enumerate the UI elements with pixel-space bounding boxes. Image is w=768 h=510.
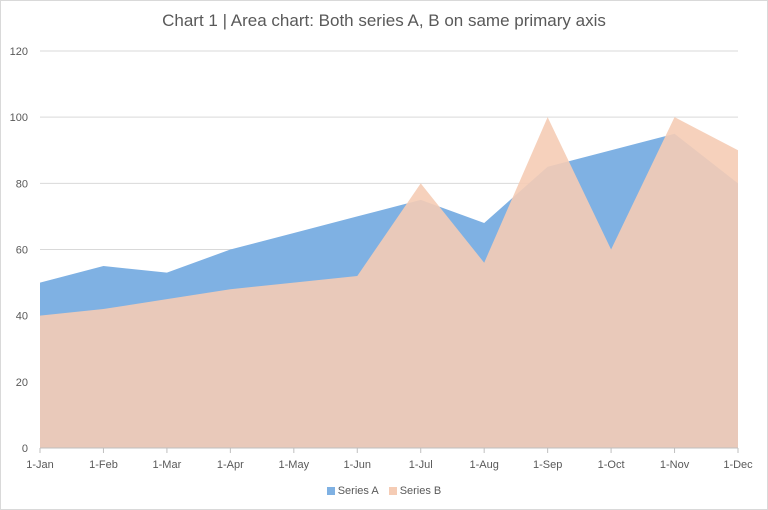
x-tick-label: 1-Jul xyxy=(409,459,433,471)
series-area-series-b xyxy=(40,117,738,449)
legend-swatch xyxy=(388,487,397,495)
chart-title: Chart 1 | Area chart: Both series A, B o… xyxy=(162,11,606,30)
y-tick-label: 60 xyxy=(16,245,28,257)
x-tick-label: 1-Nov xyxy=(660,459,690,471)
y-tick-label: 80 xyxy=(16,178,28,190)
y-tick-label: 120 xyxy=(10,46,28,58)
x-tick-label: 1-May xyxy=(279,459,310,471)
y-tick-label: 100 xyxy=(10,112,28,124)
legend-label: Series B xyxy=(399,485,442,497)
legend-swatch xyxy=(326,487,335,495)
legend: Series A Series B xyxy=(1,485,767,497)
x-tick-label: 1-Dec xyxy=(723,459,753,471)
legend-label: Series A xyxy=(337,485,379,497)
x-tick-label: 1-Oct xyxy=(598,459,625,471)
x-tick-label: 1-Sep xyxy=(533,459,562,471)
x-tick-label: 1-Feb xyxy=(89,459,118,471)
x-tick-label: 1-Jan xyxy=(26,459,54,471)
x-tick-label: 1-Aug xyxy=(470,459,499,471)
x-tick-label: 1-Apr xyxy=(217,459,244,471)
y-tick-label: 40 xyxy=(16,311,28,323)
x-tick-label: 1-Jun xyxy=(344,459,372,471)
y-tick-label: 20 xyxy=(16,377,28,389)
legend-item: Series A xyxy=(326,485,379,497)
x-tick-label: 1-Mar xyxy=(153,459,182,471)
y-tick-label: 0 xyxy=(22,443,28,455)
legend-item: Series B xyxy=(388,485,442,497)
